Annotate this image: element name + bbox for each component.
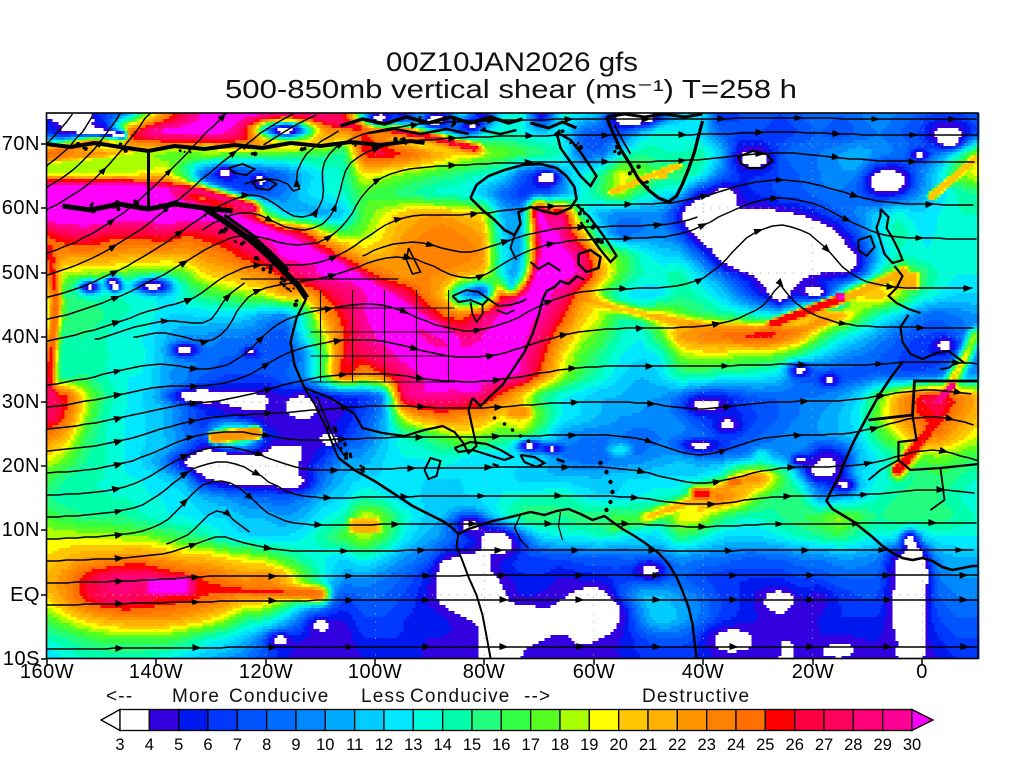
svg-text:12: 12 <box>375 736 393 754</box>
svg-text:19: 19 <box>580 736 598 754</box>
svg-text:40N: 40N <box>2 326 40 348</box>
svg-text:More: More <box>172 686 220 707</box>
svg-text:140W: 140W <box>129 661 183 683</box>
svg-text:Destructive: Destructive <box>642 686 750 707</box>
svg-text:Conducive: Conducive <box>229 686 330 707</box>
svg-text:15: 15 <box>463 736 481 754</box>
svg-text:500-850mb vertical shear (ms⁻¹: 500-850mb vertical shear (ms⁻¹) T=258 h <box>225 74 797 104</box>
svg-text:EQ: EQ <box>10 584 40 606</box>
svg-text:<--: <-- <box>106 686 133 707</box>
svg-text:5: 5 <box>174 736 183 754</box>
svg-text:60W: 60W <box>573 661 616 683</box>
svg-text:25: 25 <box>756 736 774 754</box>
svg-text:20: 20 <box>610 736 628 754</box>
svg-text:21: 21 <box>639 736 657 754</box>
svg-text:28: 28 <box>844 736 862 754</box>
svg-text:-->: --> <box>524 686 551 707</box>
svg-text:20N: 20N <box>2 455 40 477</box>
svg-text:7: 7 <box>233 736 242 754</box>
svg-text:Less: Less <box>361 686 406 707</box>
svg-text:29: 29 <box>874 736 892 754</box>
svg-text:30: 30 <box>903 736 921 754</box>
svg-text:Conducive: Conducive <box>410 686 511 707</box>
svg-text:100W: 100W <box>348 661 402 683</box>
svg-text:10: 10 <box>316 736 334 754</box>
svg-text:9: 9 <box>291 736 300 754</box>
svg-text:27: 27 <box>815 736 833 754</box>
svg-text:20W: 20W <box>792 661 835 683</box>
svg-text:16: 16 <box>492 736 510 754</box>
svg-text:3: 3 <box>115 736 124 754</box>
svg-text:22: 22 <box>668 736 686 754</box>
svg-text:18: 18 <box>551 736 569 754</box>
svg-text:10N: 10N <box>2 519 40 541</box>
svg-text:11: 11 <box>346 736 363 754</box>
svg-text:26: 26 <box>786 736 804 754</box>
svg-text:13: 13 <box>404 736 422 754</box>
svg-text:24: 24 <box>727 736 745 754</box>
svg-text:60N: 60N <box>2 197 40 219</box>
svg-text:6: 6 <box>203 736 212 754</box>
svg-text:120W: 120W <box>239 661 293 683</box>
svg-text:70N: 70N <box>2 133 40 155</box>
svg-text:23: 23 <box>698 736 716 754</box>
svg-text:00Z10JAN2026 gfs: 00Z10JAN2026 gfs <box>386 47 638 77</box>
svg-text:17: 17 <box>522 736 540 754</box>
svg-text:50N: 50N <box>2 262 40 284</box>
svg-text:10S: 10S <box>3 648 40 670</box>
svg-text:160W: 160W <box>20 661 74 683</box>
svg-text:14: 14 <box>434 736 452 754</box>
svg-text:8: 8 <box>262 736 271 754</box>
svg-text:40W: 40W <box>682 661 725 683</box>
svg-text:30N: 30N <box>2 391 40 413</box>
svg-text:0: 0 <box>916 661 928 683</box>
svg-text:4: 4 <box>145 736 154 754</box>
svg-text:80W: 80W <box>463 661 506 683</box>
